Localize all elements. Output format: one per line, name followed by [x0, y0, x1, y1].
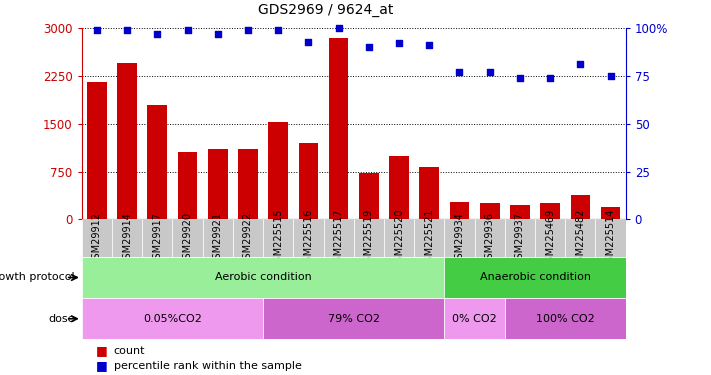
- Bar: [112, 219, 142, 257]
- Bar: [117, 63, 137, 219]
- Bar: [353, 219, 384, 257]
- Bar: [263, 219, 293, 257]
- Bar: [601, 207, 621, 219]
- Point: [484, 69, 496, 75]
- Point: [545, 75, 556, 81]
- Bar: [359, 173, 379, 219]
- Bar: [414, 219, 444, 257]
- Text: Anaerobic condition: Anaerobic condition: [479, 273, 591, 282]
- Bar: [82, 219, 112, 257]
- Text: GSM225482: GSM225482: [575, 209, 585, 268]
- Text: GSM225515: GSM225515: [273, 209, 283, 268]
- Bar: [480, 203, 500, 219]
- Bar: [444, 298, 505, 339]
- Point: [605, 73, 616, 79]
- Bar: [208, 149, 228, 219]
- Point: [91, 27, 102, 33]
- Text: GSM225519: GSM225519: [364, 209, 374, 268]
- Bar: [540, 203, 560, 219]
- Bar: [263, 298, 444, 339]
- Text: GSM29934: GSM29934: [454, 211, 464, 265]
- Text: GSM29937: GSM29937: [515, 211, 525, 265]
- Point: [514, 75, 525, 81]
- Text: GSM225514: GSM225514: [606, 209, 616, 268]
- Text: GSM225520: GSM225520: [394, 209, 404, 268]
- Text: growth protocol: growth protocol: [0, 273, 75, 282]
- Point: [212, 31, 223, 37]
- Text: GSM225517: GSM225517: [333, 209, 343, 268]
- Bar: [203, 219, 233, 257]
- Text: 79% CO2: 79% CO2: [328, 314, 380, 324]
- Point: [363, 44, 375, 50]
- Text: GSM225521: GSM225521: [424, 209, 434, 268]
- Text: GSM29912: GSM29912: [92, 211, 102, 265]
- Text: GSM29922: GSM29922: [243, 211, 253, 265]
- Bar: [268, 122, 288, 219]
- Bar: [324, 219, 353, 257]
- Point: [182, 27, 193, 33]
- Bar: [510, 206, 530, 219]
- Bar: [505, 219, 535, 257]
- Bar: [82, 298, 263, 339]
- Bar: [147, 105, 167, 219]
- Bar: [535, 219, 565, 257]
- Point: [454, 69, 465, 75]
- Text: GSM29936: GSM29936: [485, 211, 495, 265]
- Bar: [178, 152, 198, 219]
- Point: [333, 25, 344, 31]
- Bar: [294, 219, 324, 257]
- Text: GDS2969 / 9624_at: GDS2969 / 9624_at: [257, 3, 393, 17]
- Bar: [233, 219, 263, 257]
- Text: 100% CO2: 100% CO2: [536, 314, 594, 324]
- Text: percentile rank within the sample: percentile rank within the sample: [114, 361, 301, 370]
- Bar: [172, 219, 203, 257]
- Bar: [505, 298, 626, 339]
- Text: ■: ■: [96, 344, 112, 357]
- Text: GSM29920: GSM29920: [183, 211, 193, 265]
- Bar: [384, 219, 414, 257]
- Bar: [565, 219, 596, 257]
- Bar: [87, 82, 107, 219]
- Point: [303, 39, 314, 45]
- Bar: [419, 167, 439, 219]
- Bar: [444, 219, 475, 257]
- Text: ■: ■: [96, 359, 112, 372]
- Text: GSM29921: GSM29921: [213, 211, 223, 265]
- Bar: [570, 195, 590, 219]
- Text: 0.05%CO2: 0.05%CO2: [143, 314, 202, 324]
- Bar: [299, 143, 319, 219]
- Bar: [596, 219, 626, 257]
- Text: GSM225516: GSM225516: [304, 209, 314, 268]
- Text: GSM29917: GSM29917: [152, 211, 162, 265]
- Bar: [444, 257, 626, 298]
- Point: [242, 27, 254, 33]
- Text: 0% CO2: 0% CO2: [452, 314, 497, 324]
- Bar: [389, 156, 409, 219]
- Text: GSM225469: GSM225469: [545, 209, 555, 268]
- Point: [574, 62, 586, 68]
- Bar: [449, 201, 469, 219]
- Point: [151, 31, 163, 37]
- Text: count: count: [114, 346, 145, 355]
- Text: dose: dose: [48, 314, 75, 324]
- Point: [272, 27, 284, 33]
- Text: Aerobic condition: Aerobic condition: [215, 273, 311, 282]
- Point: [393, 40, 405, 46]
- Bar: [82, 257, 444, 298]
- Bar: [475, 219, 505, 257]
- Text: GSM29914: GSM29914: [122, 211, 132, 265]
- Point: [424, 42, 435, 48]
- Point: [122, 27, 133, 33]
- Bar: [142, 219, 172, 257]
- Bar: [328, 38, 348, 219]
- Bar: [238, 149, 258, 219]
